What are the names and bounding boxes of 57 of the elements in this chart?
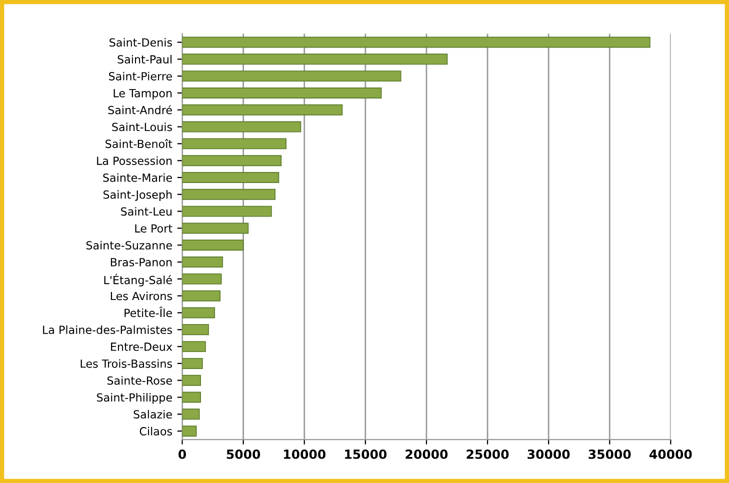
bar — [182, 104, 343, 116]
bar — [182, 392, 201, 403]
bar — [182, 341, 206, 352]
bar — [182, 172, 280, 183]
y-tick-label: Saint-Benoît — [106, 139, 172, 148]
y-tick-label: L'Étang-Salé — [104, 274, 172, 286]
y-tick-label: Saint-Pierre — [109, 72, 172, 80]
bar — [182, 273, 222, 284]
bar — [182, 121, 302, 132]
y-tick-label: Sainte-Marie — [103, 173, 172, 182]
y-tick-label: Saint-Louis — [112, 122, 172, 132]
bar — [182, 408, 200, 420]
x-tick-label: 40000 — [650, 449, 692, 459]
y-tick-label: Bras-Panon — [110, 258, 172, 266]
y-tick-label: Saint-Joseph — [103, 190, 172, 201]
y-tick-label: Entre-Deux — [111, 342, 172, 351]
bar — [182, 36, 650, 48]
bar — [182, 222, 249, 234]
bar — [182, 358, 203, 369]
y-tick-label: Le Port — [135, 224, 172, 233]
bar — [182, 426, 197, 437]
x-tick-label: 25000 — [466, 449, 509, 459]
y-tick-label: Saint-Paul — [118, 54, 172, 64]
x-tick-label: 5000 — [226, 449, 260, 459]
bar — [182, 54, 448, 65]
bar — [182, 256, 223, 268]
y-tick-label: Saint-Philippe — [96, 393, 172, 404]
bar — [182, 138, 286, 150]
y-tick-label: Saint-André — [108, 105, 172, 114]
y-tick-label: La Plaine-des-Palmistes — [43, 325, 172, 334]
bar — [182, 87, 382, 98]
bar — [182, 155, 282, 166]
bar — [182, 307, 216, 318]
y-tick-label: La Possession — [97, 156, 172, 165]
y-tick-label: Petite-Île — [124, 306, 172, 318]
y-tick-label: Sainte-Suzanne — [86, 240, 172, 250]
bar — [182, 290, 221, 302]
x-tick-label: 15000 — [345, 449, 387, 459]
y-tick-label: Salazie — [134, 410, 172, 419]
bar — [182, 70, 402, 82]
bar — [182, 324, 209, 336]
x-tick-label: 0 — [178, 449, 186, 459]
y-tick-label: Le Tampon — [114, 89, 172, 100]
bar — [182, 240, 244, 251]
y-tick-label: Saint-Denis — [110, 38, 172, 47]
bar — [182, 206, 272, 217]
y-tick-label: Les Avirons — [110, 292, 172, 300]
y-tick-label: Cilaos — [140, 426, 172, 436]
x-tick-label: 20000 — [406, 449, 448, 459]
x-tick-label: 30000 — [528, 449, 570, 459]
x-tick-label: 35000 — [588, 449, 631, 459]
y-tick-label: Les Trois-Bassins — [80, 359, 172, 368]
bar — [182, 374, 201, 386]
bar — [182, 188, 276, 200]
y-tick-label: Sainte-Rose — [107, 376, 172, 385]
x-tick-label: 10000 — [284, 449, 326, 459]
y-tick-label: Saint-Leu — [121, 207, 172, 216]
